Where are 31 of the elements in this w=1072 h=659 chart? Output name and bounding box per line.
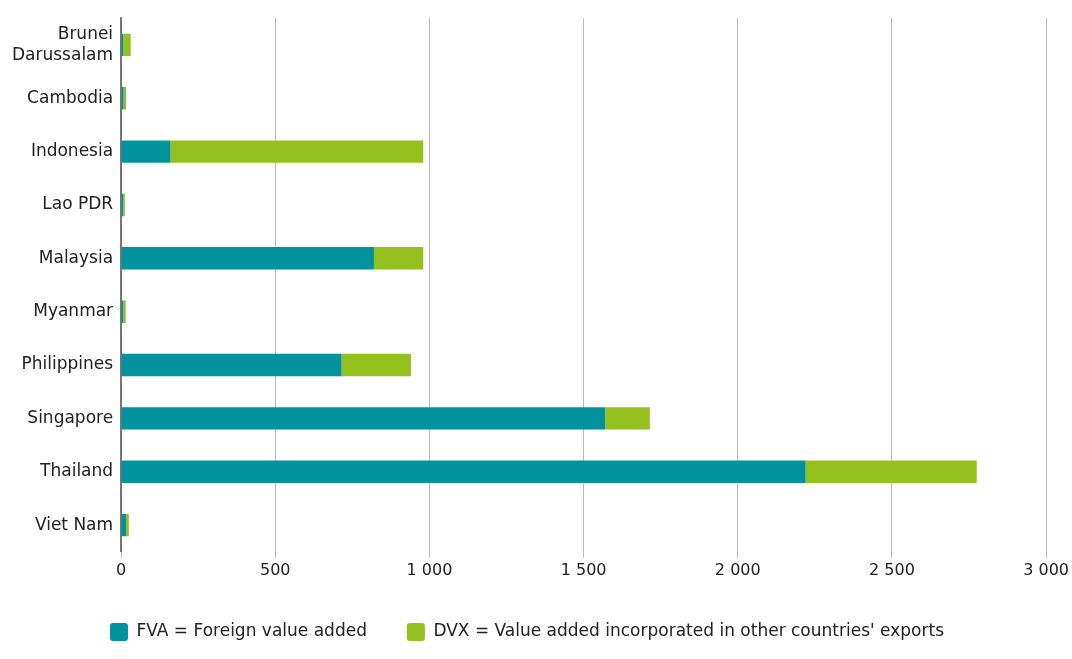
bar — [805, 460, 977, 483]
x-tick-label: 2 000 — [714, 559, 761, 579]
legend-label: DVX = Value added incorporated in other countries' exports — [433, 620, 945, 641]
y-tick-label: Indonesia — [30, 140, 114, 161]
y-tick-label: Thailand — [39, 460, 114, 481]
x-tick-label: 1 500 — [560, 559, 607, 579]
bar — [121, 353, 342, 377]
y-tick-label: Brunei Darussalam — [11, 23, 114, 64]
legend-label: FVA = Foreign value added — [136, 620, 367, 641]
y-tick-label: Lao PDR — [42, 193, 114, 214]
bar — [126, 513, 129, 537]
y-tick-label: Myanmar — [33, 300, 114, 321]
bar — [121, 407, 606, 430]
y-tick-label: Cambodia — [27, 86, 114, 107]
y-tick-label: Viet Nam — [34, 513, 114, 534]
bar — [341, 353, 411, 377]
bar — [121, 460, 806, 483]
bar — [121, 140, 171, 163]
y-tick-label: Philippines — [21, 353, 114, 374]
x-tick-label: 0 — [116, 559, 127, 579]
x-tick-label: 2 500 — [869, 559, 915, 579]
x-tick-label: 500 — [260, 559, 291, 579]
y-tick-label: Singapore — [27, 406, 114, 427]
bar — [170, 140, 424, 163]
x-tick-label: 3 000 — [1023, 559, 1069, 579]
bar — [373, 247, 424, 270]
bar — [123, 33, 131, 57]
y-tick-label: Malaysia — [38, 246, 114, 267]
bar — [605, 407, 650, 430]
bar — [121, 247, 374, 270]
x-tick-label: 1 000 — [406, 559, 453, 579]
